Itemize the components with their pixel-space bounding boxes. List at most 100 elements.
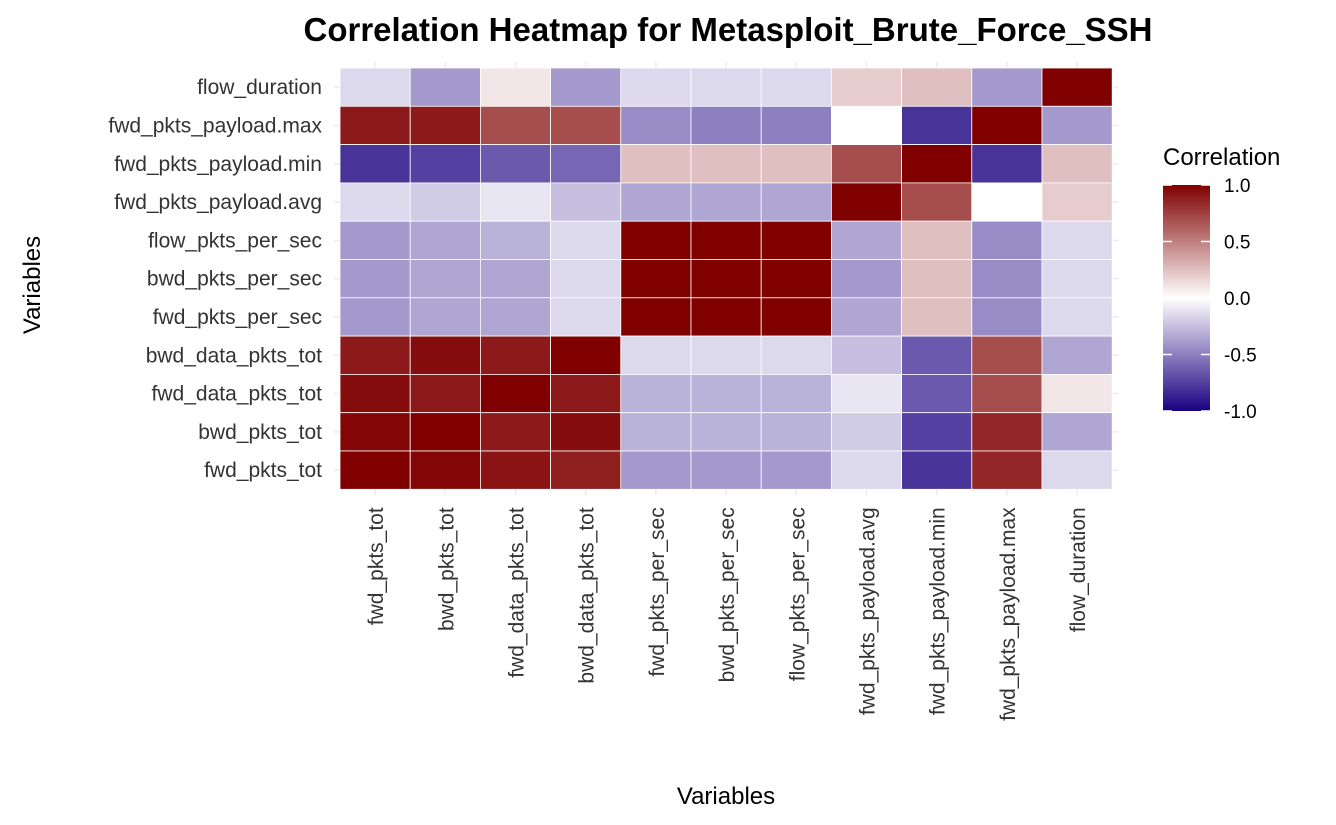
heatmap-cell bbox=[550, 259, 622, 299]
x-tick-label: fwd_pkts_tot bbox=[365, 507, 388, 625]
heatmap-cell bbox=[620, 335, 692, 375]
x-axis-title: Variables bbox=[677, 783, 775, 810]
heatmap-cell bbox=[1041, 297, 1113, 337]
heatmap-cell bbox=[339, 297, 411, 337]
x-tick-label: flow_duration bbox=[1067, 507, 1090, 632]
heatmap-cell bbox=[409, 335, 481, 375]
heatmap-cell bbox=[550, 450, 622, 490]
x-tick-label: bwd_pkts_tot bbox=[435, 507, 458, 631]
heatmap-cell bbox=[901, 450, 973, 490]
heatmap-cell bbox=[339, 144, 411, 184]
x-tick-label: bwd_data_pkts_tot bbox=[576, 507, 599, 683]
heatmap-cell bbox=[409, 182, 481, 222]
heatmap-cell bbox=[971, 105, 1043, 146]
heatmap-cell bbox=[1041, 144, 1113, 184]
heatmap-cell bbox=[901, 105, 973, 146]
heatmap-cell bbox=[760, 259, 832, 299]
heatmap-cell bbox=[550, 220, 622, 260]
x-tick-label: fwd_pkts_payload.avg bbox=[857, 507, 880, 715]
color-legend: Correlation 1.0 0.5 0.0 -0.5 -1.0 bbox=[1163, 144, 1280, 423]
heatmap-cell bbox=[479, 220, 551, 260]
heatmap-cell bbox=[760, 297, 832, 337]
heatmap-cell bbox=[760, 373, 832, 414]
heatmap-cell bbox=[409, 297, 481, 337]
heatmap-cell bbox=[339, 335, 411, 375]
heatmap-cell bbox=[620, 220, 692, 260]
heatmap-cell bbox=[971, 297, 1043, 337]
heatmap-cell bbox=[550, 412, 622, 452]
heatmap-cell bbox=[1041, 335, 1113, 375]
heatmap-cell bbox=[550, 144, 622, 184]
heatmap-cell bbox=[690, 144, 762, 184]
heatmap-cell bbox=[550, 297, 622, 337]
heatmap-cell bbox=[409, 450, 481, 490]
legend-tick-label: 0.5 bbox=[1224, 233, 1250, 254]
heatmap-cell bbox=[760, 67, 832, 107]
heatmap-cell bbox=[620, 144, 692, 184]
heatmap-cell bbox=[831, 373, 903, 414]
heatmap-cell bbox=[550, 373, 622, 414]
heatmap-cell bbox=[831, 335, 903, 375]
heatmap-cell bbox=[901, 297, 973, 337]
heatmap-cell bbox=[550, 105, 622, 146]
heatmap-cell bbox=[479, 144, 551, 184]
heatmap-cell bbox=[409, 373, 481, 414]
heatmap-cell bbox=[479, 259, 551, 299]
heatmap-cell bbox=[409, 220, 481, 260]
x-tick-label: fwd_pkts_per_sec bbox=[646, 507, 669, 676]
heatmap-cell bbox=[479, 297, 551, 337]
heatmap-cell bbox=[620, 259, 692, 299]
heatmap-cell bbox=[620, 297, 692, 337]
heatmap-cell bbox=[901, 259, 973, 299]
heatmap-cell bbox=[690, 335, 762, 375]
heatmap-cell bbox=[339, 105, 411, 146]
heatmap-cell bbox=[479, 450, 551, 490]
heatmap-cell bbox=[550, 182, 622, 222]
heatmap-cell bbox=[760, 144, 832, 184]
heatmap-cell bbox=[339, 182, 411, 222]
heatmap-cell bbox=[971, 220, 1043, 260]
y-tick-label: bwd_pkts_per_sec bbox=[147, 268, 322, 291]
heatmap-cell bbox=[620, 412, 692, 452]
x-tick-label: fwd_pkts_payload.max bbox=[997, 507, 1020, 721]
heatmap-cell bbox=[620, 182, 692, 222]
x-axis-ticks: fwd_pkts_tot bwd_pkts_tot fwd_data_pkts_to… bbox=[365, 507, 1090, 721]
heatmap-cell bbox=[901, 335, 973, 375]
y-tick-label: bwd_pkts_tot bbox=[198, 421, 322, 444]
heatmap-cell bbox=[479, 373, 551, 414]
heatmap-cell bbox=[831, 259, 903, 299]
heatmap-cell bbox=[831, 105, 903, 146]
y-tick-label: bwd_data_pkts_tot bbox=[146, 344, 322, 367]
heatmap-cell bbox=[901, 67, 973, 107]
heatmap-cell bbox=[1041, 373, 1113, 414]
heatmap-cell bbox=[760, 182, 832, 222]
heatmap-cell bbox=[479, 182, 551, 222]
y-tick-label: fwd_data_pkts_tot bbox=[152, 383, 323, 406]
heatmap-cell bbox=[971, 412, 1043, 452]
chart-title: Correlation Heatmap for Metasploit_Brute… bbox=[303, 11, 1152, 48]
heatmap-cell bbox=[620, 67, 692, 107]
heatmap-cell bbox=[409, 105, 481, 146]
y-tick-label: flow_duration bbox=[197, 76, 322, 99]
legend-tick-label: -0.5 bbox=[1224, 346, 1257, 367]
heatmap-cell bbox=[620, 450, 692, 490]
heatmap-cell bbox=[339, 450, 411, 490]
heatmap-cell bbox=[339, 412, 411, 452]
heatmap-cell bbox=[690, 182, 762, 222]
heatmap-cell bbox=[831, 450, 903, 490]
heatmap-cell bbox=[690, 220, 762, 260]
heatmap-cell bbox=[690, 259, 762, 299]
y-tick-label: fwd_pkts_payload.max bbox=[108, 114, 322, 137]
heatmap-cell bbox=[971, 182, 1043, 222]
y-tick-label: fwd_pkts_per_sec bbox=[153, 306, 322, 329]
legend-tick-label: -1.0 bbox=[1224, 402, 1257, 423]
heatmap-cell bbox=[479, 412, 551, 452]
y-tick-label: fwd_pkts_payload.avg bbox=[114, 191, 322, 214]
y-axis-title: Variables bbox=[19, 236, 46, 334]
y-tick-label: fwd_pkts_tot bbox=[204, 459, 322, 482]
heatmap-cell bbox=[971, 259, 1043, 299]
heatmap-cell bbox=[409, 412, 481, 452]
heatmap-cell bbox=[760, 105, 832, 146]
heatmap-cell bbox=[550, 335, 622, 375]
